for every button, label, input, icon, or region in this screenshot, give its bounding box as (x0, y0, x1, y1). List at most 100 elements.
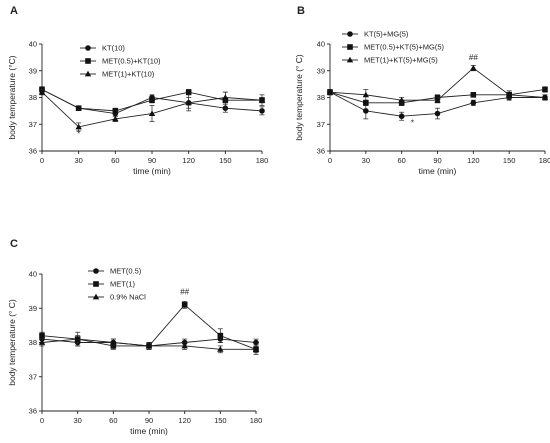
y-axis-title: body temperature (° C) (294, 54, 304, 141)
y-tick-label: 40 (29, 40, 37, 49)
data-point (38, 339, 46, 345)
y-tick-label: 38 (29, 93, 37, 102)
data-point (363, 108, 369, 114)
series-triangle (38, 88, 266, 132)
legend-marker (346, 56, 354, 63)
legend-label: MET(0.5)+KT(5)+MG(5) (364, 43, 445, 52)
y-tick-label: 39 (29, 304, 37, 313)
series-triangle (326, 64, 549, 104)
chart-panel-b: B 36 37 38 39 40 0 30 60 90 120 150 180 time (min) bod… (294, 5, 550, 176)
data-point (39, 332, 45, 339)
legend-label: MET(0.5) (110, 267, 142, 276)
y-tick-label: 38 (29, 338, 37, 347)
x-tick-label: 60 (111, 156, 119, 165)
data-point (505, 91, 513, 98)
data-point (148, 110, 156, 116)
significance-annotation: * (77, 129, 80, 138)
y-tick-label: 37 (29, 120, 37, 129)
series-triangle (38, 335, 260, 354)
panel-letter: C (10, 238, 18, 250)
legend-label: MET(1)+KT(5)+MG(5) (364, 56, 438, 65)
x-tick-label: 90 (145, 416, 153, 425)
x-axis-title: time (min) (419, 166, 457, 176)
x-tick-label: 150 (503, 156, 516, 165)
data-point (470, 92, 477, 98)
data-point (434, 110, 441, 117)
x-tick-label: 60 (109, 416, 117, 425)
panel-letter: A (10, 5, 18, 17)
x-tick-label: 30 (74, 156, 82, 165)
legend-label: 0.9% NaCl (110, 293, 146, 302)
legend: MET(0.5) MET(1) 0.9% NaCl (88, 267, 146, 302)
chart-panel-a: A 36 37 38 39 40 0 30 60 90 120 150 180 time (min) bod… (7, 5, 268, 176)
y-tick-label: 39 (317, 66, 325, 75)
data-point (75, 123, 82, 130)
legend-label: MET(1)+KT(10) (102, 70, 155, 79)
data-point (217, 332, 224, 339)
x-tick-label: 180 (539, 156, 550, 165)
data-point (217, 346, 224, 352)
data-point (259, 108, 265, 114)
legend-marker (92, 293, 100, 300)
legend-marker (347, 44, 353, 50)
data-point (112, 115, 119, 122)
data-point (541, 94, 549, 100)
x-tick-label: 120 (467, 156, 480, 165)
data-point (185, 99, 192, 106)
chart-panel-c: C 36 37 38 39 40 0 30 60 90 120 150 180 time (min) bod… (7, 238, 262, 436)
x-tick-label: 150 (219, 156, 232, 165)
data-point (181, 342, 188, 349)
x-tick-label: 120 (182, 156, 195, 165)
data-point (222, 94, 229, 100)
legend-label: KT(5)+MG(5) (364, 30, 409, 39)
data-point (38, 88, 46, 95)
data-point (362, 91, 370, 98)
data-point (181, 302, 188, 308)
data-point (185, 89, 192, 95)
y-tick-label: 38 (317, 93, 325, 102)
significance-annotation: ## (180, 288, 189, 297)
y-tick-label: 40 (29, 270, 37, 279)
legend-marker (93, 268, 99, 274)
legend: KT(10) MET(0.5)+KT(10) MET(1)+KT(10) (80, 44, 161, 79)
x-tick-label: 180 (250, 416, 263, 425)
legend-label: MET(0.5)+KT(10) (102, 57, 161, 66)
data-point (434, 96, 441, 103)
x-tick-label: 0 (40, 416, 44, 425)
x-tick-label: 60 (397, 156, 405, 165)
y-tick-label: 36 (29, 147, 37, 156)
y-tick-label: 36 (317, 147, 325, 156)
x-tick-label: 90 (433, 156, 441, 165)
legend-label: MET(1) (110, 280, 136, 289)
data-point (363, 100, 369, 106)
y-axis-title: body temperature (° C) (7, 299, 17, 386)
y-tick-label: 36 (29, 407, 37, 416)
data-point (326, 88, 334, 95)
data-point (149, 97, 155, 103)
x-tick-label: 0 (328, 156, 332, 165)
panel-letter: B (297, 5, 305, 17)
x-tick-label: 180 (256, 156, 269, 165)
data-point (74, 335, 81, 342)
data-point (470, 100, 477, 106)
x-tick-label: 30 (73, 416, 81, 425)
data-point (252, 346, 260, 352)
x-axis-title: time (min) (130, 426, 168, 436)
x-tick-label: 150 (214, 416, 227, 425)
significance-annotation: ## (469, 53, 478, 62)
legend-marker (93, 281, 99, 287)
x-axis-title: time (min) (133, 166, 171, 176)
data-point (75, 105, 82, 111)
x-tick-label: 30 (362, 156, 370, 165)
legend-marker (85, 45, 91, 51)
legend-marker (347, 31, 353, 37)
y-tick-label: 37 (29, 372, 37, 381)
legend: KT(5)+MG(5) MET(0.5)+KT(5)+MG(5) MET(1)+KT… (342, 30, 445, 65)
data-point (145, 342, 153, 349)
significance-annotation: * (411, 119, 414, 128)
legend-marker (85, 58, 91, 64)
x-tick-label: 0 (40, 156, 44, 165)
data-point (258, 96, 266, 103)
data-point (470, 64, 477, 71)
